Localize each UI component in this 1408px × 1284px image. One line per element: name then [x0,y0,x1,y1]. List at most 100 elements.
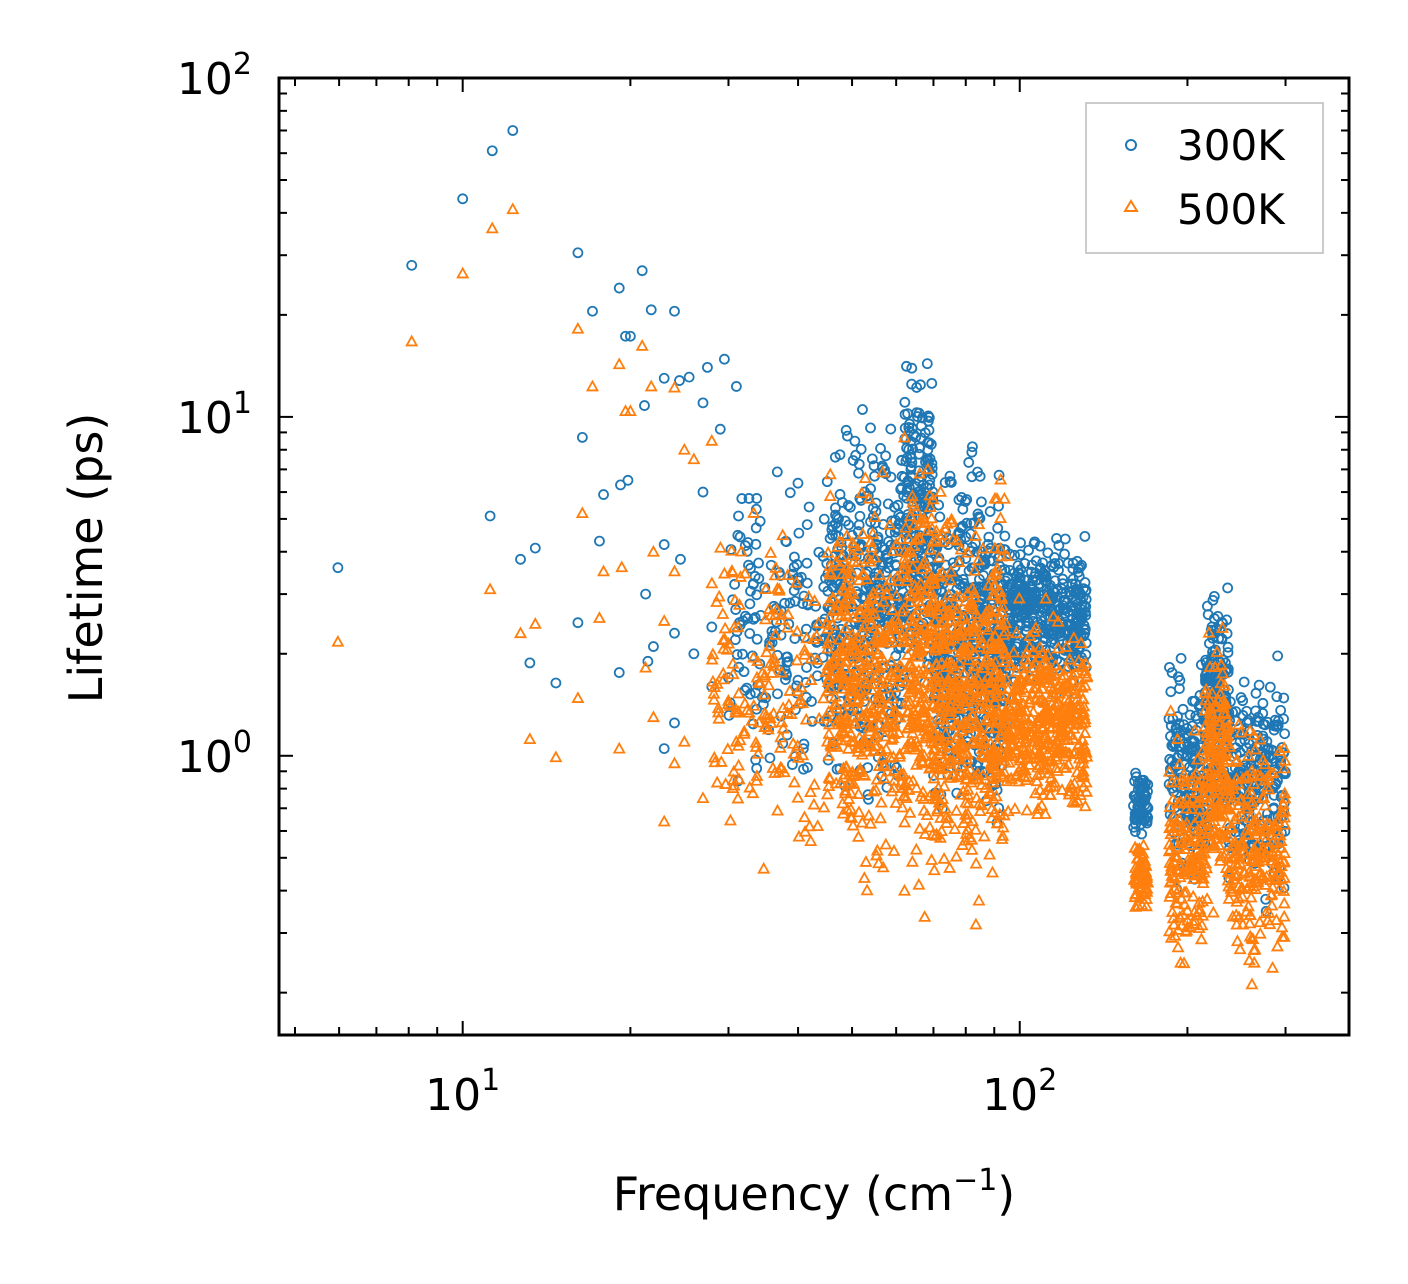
point-300k [1216,633,1227,645]
point-500k [863,535,878,548]
point-500k [936,627,950,640]
point-500k [945,620,959,633]
point-500k [940,624,954,637]
point-300k [1190,710,1202,722]
point-500k [1173,757,1187,769]
point-500k [936,600,950,612]
point-500k [1068,787,1082,800]
point-500k [907,681,921,694]
point-500k [992,714,1006,727]
point-500k [975,798,989,811]
point-500k [887,670,901,683]
point-500k [1277,909,1291,922]
point-300k [854,510,866,522]
point-500k [1246,821,1260,834]
point-500k [903,658,917,671]
point-500k [927,863,941,876]
point-500k [1256,822,1270,835]
point-500k [993,611,1007,624]
point-500k [1199,829,1213,842]
point-500k [897,883,912,896]
point-500k [954,542,968,555]
point-500k [731,791,745,804]
point-500k [988,655,1002,668]
point-500k [863,724,877,737]
point-300k [688,648,700,660]
point-500k [853,603,867,615]
point-500k [1222,830,1236,843]
point-500k [840,578,854,591]
x-axis-label-exponent: −1 [953,1163,997,1198]
point-500k [905,489,919,502]
point-300k [648,641,659,652]
point-500k [1215,621,1229,633]
point-500k [953,686,967,699]
point-500k [1044,669,1058,682]
point-500k [1264,888,1278,901]
point-500k [960,721,974,734]
point-500k [737,727,751,739]
point-500k [791,684,805,697]
point-500k [936,692,950,705]
point-300k [921,358,933,370]
point-500k [820,616,834,629]
point-300k [332,562,344,574]
point-500k [877,771,891,784]
point-300k [757,698,769,710]
point-500k [938,801,952,814]
point-300k [674,375,685,386]
point-500k [767,655,781,668]
point-300k [1241,742,1253,754]
point-500k [959,795,973,808]
point-500k [1243,810,1258,823]
point-500k [1232,717,1246,730]
point-500k [832,632,846,645]
point-500k [1140,892,1154,904]
point-500k [929,788,943,801]
y-tick-label: 102 [177,47,252,105]
point-500k [1265,898,1279,911]
point-500k [1242,953,1256,966]
point-300k [1188,736,1200,747]
point-500k [1261,913,1275,926]
point-300k [576,431,588,443]
y-tick-label: 101 [177,386,252,444]
point-500k [762,602,776,615]
point-500k [1055,783,1069,795]
point-300k [1278,692,1290,704]
point-500k [1025,725,1039,737]
point-500k [957,610,971,623]
point-500k [914,623,928,636]
point-500k [927,575,941,588]
point-500k [1062,784,1076,797]
point-500k [889,796,903,808]
point-500k [1188,816,1202,829]
point-500k [772,582,786,595]
point-500k [1254,769,1268,782]
point-300k [1018,608,1029,620]
point-300k [1059,548,1070,560]
legend-label-300k: 300K [1177,121,1286,170]
point-500k [732,758,746,771]
point-500k [986,772,1000,785]
point-500k [996,617,1010,630]
point-300k [922,410,934,422]
point-500k [970,690,984,702]
point-300k [982,545,994,557]
point-500k [914,666,928,679]
point-500k [1028,786,1042,799]
point-300k [669,627,680,639]
point-500k [833,558,847,571]
point-500k [612,357,626,370]
point-500k [1039,664,1053,677]
point-500k [907,499,921,511]
point-500k [1250,827,1264,840]
point-500k [1018,652,1032,665]
point-500k [612,741,626,754]
point-300k [924,474,936,486]
point-300k [855,443,867,455]
point-500k [1225,820,1239,832]
point-500k [918,554,932,567]
point-500k [838,621,852,634]
point-500k [1193,802,1207,815]
